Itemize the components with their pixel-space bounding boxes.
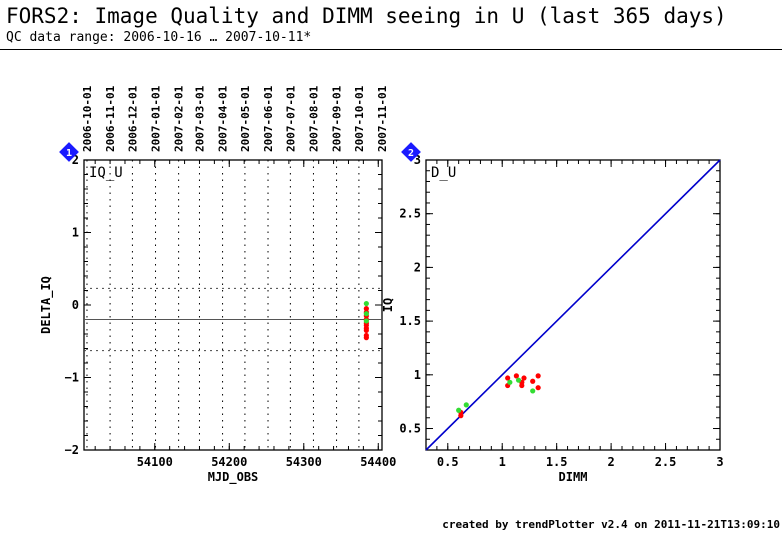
date-tick-label: 2007-08-01 xyxy=(307,85,320,152)
y-tick-label: 3 xyxy=(414,153,421,167)
date-tick-label: 2007-03-01 xyxy=(193,85,206,152)
data-point-red xyxy=(363,335,369,341)
one-to-one-line xyxy=(425,159,721,451)
x-axis-label: DIMM xyxy=(559,470,588,484)
y-tick-label: 1 xyxy=(414,368,421,382)
y-axis-label: DELTA_IQ xyxy=(39,276,54,334)
y-tick-label: −1 xyxy=(65,371,79,385)
y-tick-label: 2.5 xyxy=(399,207,421,221)
data-point-green xyxy=(507,379,513,385)
date-tick-label: 2007-04-01 xyxy=(217,85,230,152)
data-point-green xyxy=(363,300,369,307)
x-tick-label: 2 xyxy=(607,455,614,469)
date-tick-label: 2007-02-01 xyxy=(173,85,186,152)
panel-label: D_U xyxy=(431,165,456,181)
date-tick-label: 2006-11-01 xyxy=(104,85,117,152)
y-tick-label: 1 xyxy=(72,226,79,240)
panel-badge-number: 2 xyxy=(408,148,414,159)
x-tick-label: 54400 xyxy=(360,455,396,469)
y-tick-label: 2 xyxy=(72,153,79,167)
x-tick-label: 54200 xyxy=(211,455,247,469)
iq-trend-chart: 54100 54200 54300 54400−2−1012MJD_OBSDELTA_… xyxy=(39,85,396,485)
data-point-green xyxy=(363,311,369,317)
data-point-red xyxy=(363,306,369,312)
x-tick-label: 0.5 xyxy=(437,455,459,469)
data-point-green xyxy=(456,407,462,413)
data-point-green xyxy=(363,318,369,324)
date-tick-label: 2007-01-01 xyxy=(150,85,163,152)
data-point-red xyxy=(535,385,541,391)
y-tick-label: 1.5 xyxy=(399,314,421,328)
data-point-red xyxy=(505,375,511,381)
qc-data-range: QC data range: 2006-10-16 … 2007-10-11* xyxy=(6,30,312,45)
iq-vs-dimm-chart: 0.5 1 1.5 2 2.5 3 0.5 1 1.5 2 2.5 3 DIMM IQ D_U 2 xyxy=(381,142,724,484)
page-title: FORS2: Image Quality and DIMM seeing in … xyxy=(6,4,727,28)
data-point-red xyxy=(363,327,369,333)
y-tick-label: −2 xyxy=(65,443,79,457)
date-tick-label: 2006-12-01 xyxy=(126,85,139,152)
x-axis-label: MJD_OBS xyxy=(208,470,259,485)
data-point-red xyxy=(530,378,536,384)
date-tick-label: 2007-10-01 xyxy=(353,85,366,152)
x-tick-label: 1.5 xyxy=(546,455,568,469)
date-tick-label: 2007-11-01 xyxy=(376,85,389,152)
panel-badge xyxy=(401,142,421,162)
date-tick-label: 2007-07-01 xyxy=(284,85,297,152)
charts-canvas: 54100 54200 54300 54400−2−1012MJD_OBSDELTA_… xyxy=(39,85,724,485)
data-point-green xyxy=(530,388,536,394)
x-tick-label: 54100 xyxy=(137,455,173,469)
x-tick-label: 2.5 xyxy=(655,455,677,469)
data-point-red xyxy=(535,373,541,379)
data-point-red xyxy=(519,382,525,389)
date-tick-label: 2007-06-01 xyxy=(262,85,275,152)
y-tick-label: 2 xyxy=(414,260,421,274)
plot-frame xyxy=(83,159,383,451)
date-tick-label: 2007-05-01 xyxy=(239,85,252,152)
date-tick-label: 2007-09-01 xyxy=(331,85,344,152)
footer-credit: created by trendPlotter v2.4 on 2011-11-… xyxy=(442,518,780,531)
plot-frame xyxy=(425,159,721,451)
title-divider xyxy=(0,49,782,50)
data-point-green xyxy=(515,377,522,383)
y-tick-label: 0 xyxy=(72,298,79,312)
panel-badge-number: 1 xyxy=(66,148,72,159)
data-point-red xyxy=(521,375,527,381)
y-axis-label: IQ xyxy=(381,298,395,312)
x-tick-label: 1 xyxy=(499,455,506,469)
y-tick-label: 0.5 xyxy=(399,422,421,436)
data-point-red xyxy=(513,373,519,379)
date-tick-label: 2006-10-01 xyxy=(81,85,94,152)
x-tick-label: 54300 xyxy=(286,455,322,469)
data-point-green xyxy=(463,402,469,408)
x-tick-label: 3 xyxy=(716,455,723,469)
panel-label: IQ_U xyxy=(89,165,123,181)
